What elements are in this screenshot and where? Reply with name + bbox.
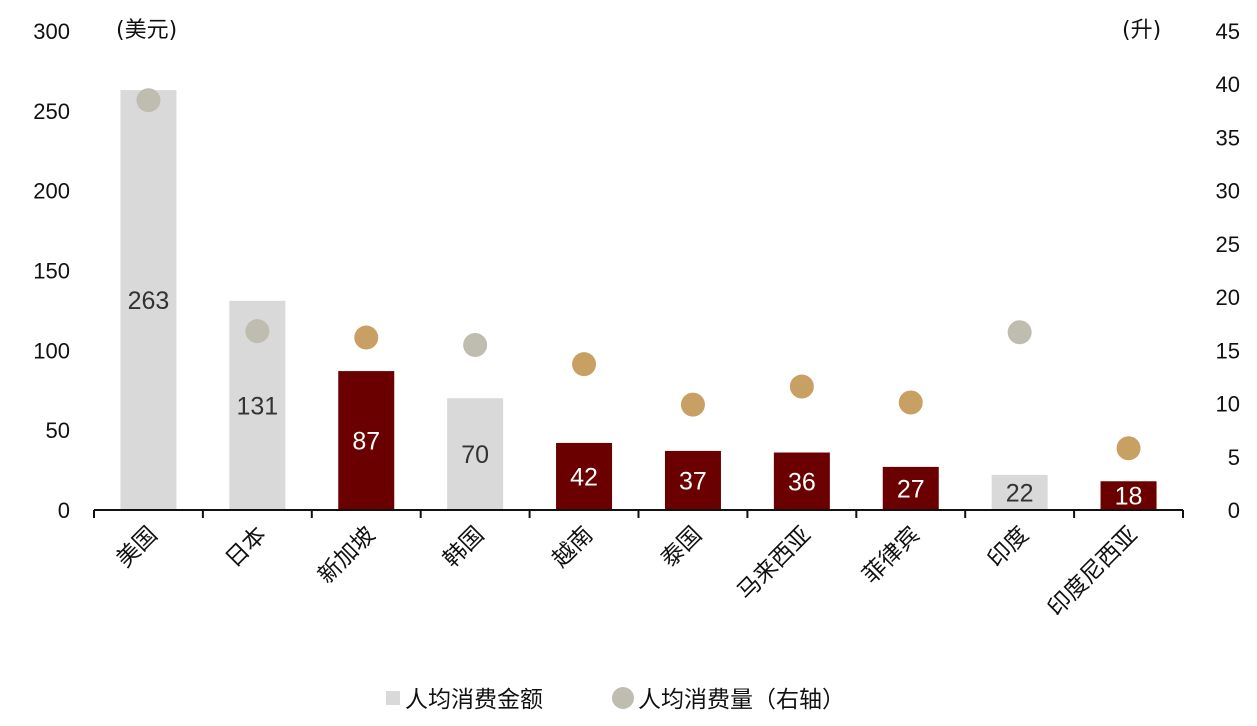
right-tick-label: 0 bbox=[1228, 498, 1240, 523]
legend-swatch-bar bbox=[386, 691, 400, 705]
category-label: 菲律宾 bbox=[858, 522, 925, 589]
dot bbox=[136, 88, 161, 113]
category-label: 日本 bbox=[221, 522, 272, 573]
right-tick-label: 10 bbox=[1216, 392, 1240, 417]
dot bbox=[354, 325, 379, 350]
legend: 人均消费金额 人均消费量（右轴） bbox=[386, 687, 845, 713]
bar-value-label: 131 bbox=[236, 392, 278, 420]
left-tick-label: 150 bbox=[33, 259, 70, 284]
category-label: 越南 bbox=[547, 522, 598, 573]
left-tick-label: 200 bbox=[33, 179, 70, 204]
dot bbox=[463, 333, 488, 358]
bar-value-label: 42 bbox=[570, 463, 598, 491]
dot bbox=[789, 374, 814, 399]
right-tick-label: 45 bbox=[1216, 19, 1240, 44]
left-tick-label: 250 bbox=[33, 99, 70, 124]
bar-value-label: 22 bbox=[1006, 479, 1034, 507]
category-label: 马来西亚 bbox=[733, 522, 816, 605]
legend-swatch-dot bbox=[612, 687, 634, 709]
left-axis-unit: (美元) bbox=[116, 18, 177, 43]
category-labels: 美国 日本 新加坡 韩国 越南 泰国 马来西亚 菲律宾 印度 印度尼西亚 bbox=[112, 522, 1143, 622]
bar-series: 263 131 87 70 42 37 36 27 22 18 bbox=[120, 90, 1157, 511]
left-tick-label: 100 bbox=[33, 338, 70, 363]
bar-value-label: 36 bbox=[788, 468, 816, 496]
right-tick-label: 35 bbox=[1216, 125, 1240, 150]
bar bbox=[556, 442, 613, 510]
x-axis bbox=[93, 509, 1184, 518]
bar-value-label: 27 bbox=[897, 475, 925, 503]
bar-value-label: 37 bbox=[679, 467, 707, 495]
left-tick-label: 300 bbox=[33, 19, 70, 44]
category-label: 泰国 bbox=[656, 522, 707, 573]
bar bbox=[338, 371, 395, 510]
right-tick-label: 20 bbox=[1216, 285, 1240, 310]
category-label: 韩国 bbox=[438, 522, 489, 573]
bar-value-label: 87 bbox=[352, 428, 380, 456]
dot bbox=[245, 319, 270, 344]
category-label: 印度尼西亚 bbox=[1043, 522, 1143, 622]
right-tick-label: 30 bbox=[1216, 179, 1240, 204]
category-label: 美国 bbox=[112, 522, 163, 573]
bar bbox=[1100, 481, 1157, 510]
dot bbox=[1007, 320, 1032, 345]
category-label: 印度 bbox=[983, 522, 1034, 573]
bar-value-label: 70 bbox=[461, 441, 489, 469]
category-label: 新加坡 bbox=[313, 522, 380, 589]
dot bbox=[572, 352, 597, 377]
bar-value-label: 263 bbox=[128, 287, 170, 315]
right-axis-unit: (升) bbox=[1122, 18, 1161, 43]
bar bbox=[120, 90, 177, 511]
dot bbox=[1116, 436, 1141, 461]
legend-label-bar: 人均消费金额 bbox=[405, 687, 543, 713]
dot-series bbox=[136, 88, 1141, 461]
right-tick-label: 40 bbox=[1216, 72, 1240, 97]
right-tick-label: 5 bbox=[1228, 445, 1240, 470]
right-tick-label: 15 bbox=[1216, 338, 1240, 363]
bar bbox=[882, 466, 939, 510]
bar bbox=[664, 450, 721, 510]
left-y-axis: 0 50 100 150 200 250 300 bbox=[33, 19, 70, 523]
left-tick-label: 0 bbox=[58, 498, 70, 523]
bar bbox=[991, 474, 1048, 510]
bar-value-label: 18 bbox=[1115, 483, 1143, 511]
left-tick-label: 50 bbox=[46, 418, 70, 443]
right-y-axis: 0 5 10 15 20 25 30 35 40 45 bbox=[1216, 19, 1240, 523]
right-tick-label: 25 bbox=[1216, 232, 1240, 257]
legend-label-dot: 人均消费量（右轴） bbox=[638, 687, 845, 713]
dot bbox=[898, 390, 923, 415]
dot bbox=[680, 392, 705, 417]
bar bbox=[773, 452, 830, 510]
bar bbox=[447, 398, 504, 510]
